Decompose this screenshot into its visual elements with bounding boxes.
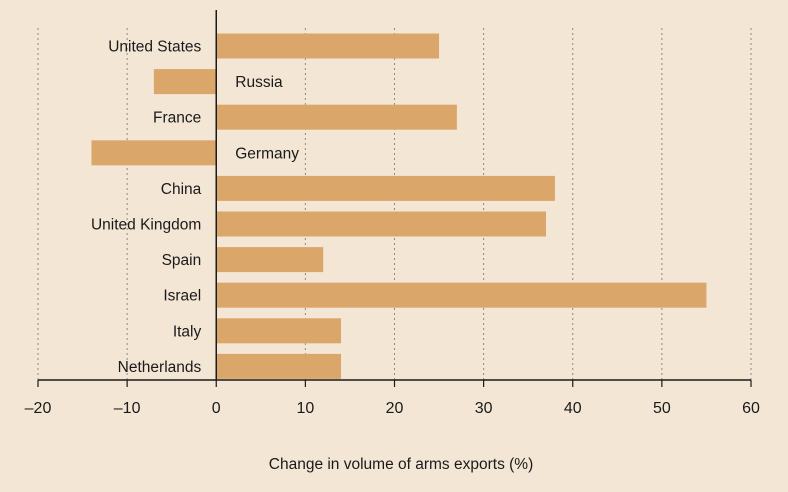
category-label: United States — [108, 39, 201, 56]
bar-spain — [216, 247, 324, 273]
x-axis-title: Change in volume of arms exports (%) — [269, 456, 533, 473]
category-label: China — [161, 181, 202, 198]
bars — [91, 33, 707, 379]
category-label: Russia — [235, 74, 283, 91]
category-label: France — [153, 110, 201, 127]
category-label: Israel — [163, 288, 201, 305]
x-tick-label: 0 — [212, 400, 221, 417]
bar-united-states — [216, 33, 440, 59]
category-labels: United States Russia France Germany China Uni… — [91, 39, 299, 376]
bar-israel — [216, 282, 707, 308]
category-label: United Kingdom — [91, 217, 201, 234]
category-label: Germany — [235, 145, 299, 162]
x-tick-label: 40 — [564, 400, 582, 417]
bar-france — [216, 104, 457, 130]
x-tick-label: 50 — [653, 400, 671, 417]
bar-china — [216, 175, 555, 201]
bar-germany — [91, 140, 217, 166]
category-label: Netherlands — [118, 359, 202, 376]
x-tick-labels: –20 –10 0 10 20 30 40 50 60 — [25, 400, 760, 417]
x-tick-label: 10 — [296, 400, 314, 417]
x-tick-label: 60 — [742, 400, 760, 417]
bar-russia — [153, 69, 217, 95]
category-label: Spain — [162, 252, 202, 269]
x-tick-label: –10 — [114, 400, 141, 417]
category-label: Italy — [173, 323, 202, 340]
x-tick-label: –20 — [25, 400, 52, 417]
bar-netherlands — [216, 353, 342, 379]
axes — [37, 10, 752, 387]
x-tick-label: 20 — [386, 400, 404, 417]
x-tick-label: 30 — [475, 400, 493, 417]
grid-lines — [37, 28, 752, 380]
bar-united-kingdom — [216, 211, 547, 237]
bar-italy — [216, 318, 342, 344]
